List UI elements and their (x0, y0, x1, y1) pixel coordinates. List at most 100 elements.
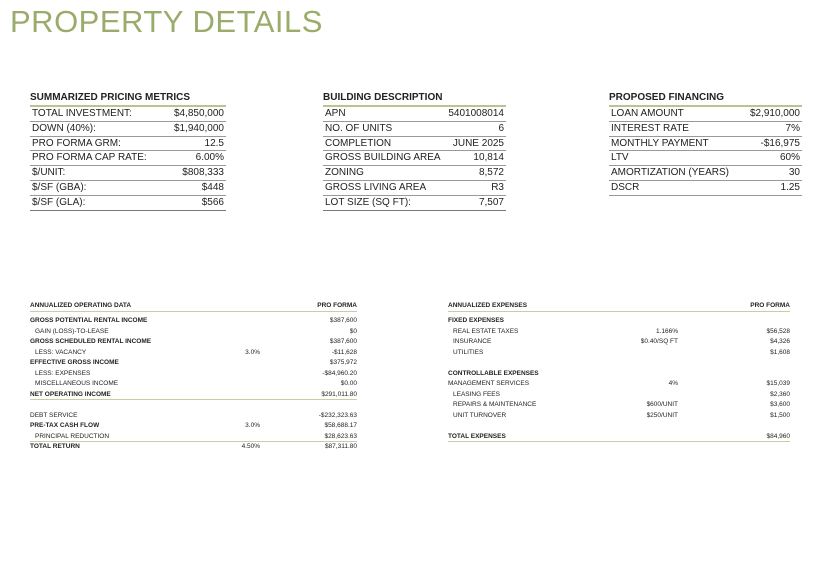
row-label: LESS: EXPENSES (35, 369, 91, 377)
row-value: -$232,323.63 (318, 411, 357, 419)
row-value: 30 (788, 167, 800, 179)
table-row: LOAN AMOUNT $2,910,000 (609, 107, 802, 122)
row-value: -$16,975 (760, 137, 800, 149)
row-value: $3,600 (770, 401, 790, 408)
row-label: GROSS BUILDING AREA (325, 152, 441, 164)
table-row: UTILITIES $1,608 (448, 348, 790, 359)
table-row: MONTHLY PAYMENT -$16,975 (609, 137, 802, 152)
row-value: $28,623.63 (324, 432, 357, 440)
row-value: $448 (201, 181, 224, 193)
row-label: LOT SIZE (SQ FT): (325, 196, 411, 208)
row-value: $1,500 (770, 411, 790, 419)
table-row: MISCELLANEOUS INCOME $0.00 (30, 379, 357, 390)
table-row: DSCR 1.25 (609, 181, 802, 196)
row-label: NET OPERATING INCOME (30, 390, 111, 398)
row-rate: 3.0% (245, 348, 260, 356)
row-value: $87,311.80 (324, 443, 357, 450)
table-row: $/SF (GLA): $566 (30, 196, 226, 211)
table-row: INSURANCE $0.40/SQ FT $4,326 (448, 337, 790, 348)
row-label: REPAIRS & MAINTENANCE (453, 401, 537, 408)
row-label: $/SF (GLA): (32, 196, 86, 208)
table-row: AMORTIZATION (YEARS) 30 (609, 166, 802, 181)
row-label: UNIT TURNOVER (453, 411, 507, 419)
section-header: ANNUALIZED OPERATING DATA (30, 302, 132, 309)
row-value: $375,972 (329, 359, 357, 366)
table-row: FIXED EXPENSES (448, 316, 790, 327)
row-label: GAIN (LOSS)-TO-LEASE (35, 327, 109, 335)
section-header: BUILDING DESCRIPTION (323, 92, 506, 107)
table-row: TOTAL EXPENSES $84,960 (448, 432, 791, 442)
row-value: 12.5 (204, 137, 224, 149)
table-row: PRO FORMA CAP RATE: 6.00% (30, 151, 226, 167)
row-label: CONTROLLABLE EXPENSES (448, 369, 539, 377)
row-value: $387,600 (329, 338, 357, 345)
annualized-expenses-table: ANNUALIZED EXPENSES PRO FORMA FIXED EXPEN… (448, 302, 790, 442)
table-row: INTEREST RATE 7% (609, 122, 802, 137)
table-row: LOT SIZE (SQ FT): 7,507 (323, 196, 506, 211)
table-row: COMPLETION JUNE 2025 (323, 137, 506, 152)
table-row: LESS: VACANCY 3.0% -$11,628 (30, 348, 357, 359)
row-label: TOTAL RETURN (30, 443, 80, 450)
row-label: DEBT SERVICE (30, 411, 78, 419)
row-value: $1,940,000 (173, 122, 224, 134)
table-row: GROSS LIVING AREA R3 (323, 181, 506, 196)
row-value: $4,850,000 (173, 108, 224, 119)
table-row: REAL ESTATE TAXES 1.166% $56,528 (448, 327, 790, 338)
row-label: MONTHLY PAYMENT (611, 137, 709, 149)
row-value: 60% (779, 152, 800, 164)
row-label: INTEREST RATE (611, 122, 689, 134)
proposed-financing-table: PROPOSED FINANCING LOAN AMOUNT $2,910,000… (609, 92, 802, 196)
row-label: INSURANCE (453, 338, 492, 345)
row-label: $/UNIT: (32, 167, 66, 179)
row-value: $84,960 (766, 432, 791, 440)
row-value: 5401008014 (448, 108, 504, 119)
row-label: LOAN AMOUNT (611, 108, 684, 119)
table-row: DEBT SERVICE -$232,323.63 (30, 411, 357, 422)
row-label: COMPLETION (325, 137, 392, 149)
table-row: $/UNIT: $808,333 (30, 166, 226, 181)
row-rate: 4% (668, 380, 678, 387)
table-row: LTV 60% (609, 151, 802, 167)
row-value: 1.25 (780, 181, 800, 193)
table-row: GROSS BUILDING AREA 10,814 (323, 151, 506, 167)
section-header: ANNUALIZED EXPENSES (448, 302, 528, 309)
table-row: LESS: EXPENSES -$84,960.20 (30, 369, 357, 380)
row-value: $1,608 (770, 348, 790, 356)
table-row: GROSS POTENTIAL RENTAL INCOME $387,600 (30, 316, 357, 327)
table-row: PRINCIPAL REDUCTION $28,623.63 (30, 432, 357, 442)
row-value: $566 (201, 196, 224, 208)
row-label: FIXED EXPENSES (448, 317, 504, 324)
table-row: PRO FORMA GRM: 12.5 (30, 137, 226, 152)
row-label: DSCR (611, 181, 640, 193)
column-header: PRO FORMA (317, 302, 357, 309)
table-row: REPAIRS & MAINTENANCE $600/UNIT $3,600 (448, 400, 790, 411)
row-label: MANAGEMENT SERVICES (448, 380, 530, 387)
spacer (30, 400, 357, 411)
row-rate: $600/UNIT (646, 401, 678, 408)
row-value: $0 (349, 327, 357, 335)
row-label: MISCELLANEOUS INCOME (35, 380, 119, 387)
building-description-table: BUILDING DESCRIPTION APN 5401008014 NO. OF… (323, 92, 506, 211)
row-label: PRO FORMA CAP RATE: (32, 152, 147, 164)
row-label: DOWN (40%): (32, 122, 96, 134)
row-rate: 3.0% (245, 422, 260, 429)
row-label: REAL ESTATE TAXES (453, 327, 519, 335)
table-row: ZONING 8,572 (323, 166, 506, 181)
table-row: MANAGEMENT SERVICES 4% $15,039 (448, 379, 790, 390)
operating-data-table: ANNUALIZED OPERATING DATA PRO FORMA GROSS… (30, 302, 357, 453)
row-label: GROSS SCHEDULED RENTAL INCOME (30, 338, 152, 345)
spacer (448, 358, 790, 369)
table-row: TOTAL INVESTMENT: $4,850,000 (30, 107, 226, 122)
row-value: $15,039 (766, 380, 791, 387)
table-row: APN 5401008014 (323, 107, 506, 122)
row-rate: $250/UNIT (646, 411, 678, 419)
row-label: APN (325, 108, 346, 119)
spacer (448, 421, 790, 432)
row-label: PRE-TAX CASH FLOW (30, 422, 100, 429)
row-rate: 4.50% (241, 443, 260, 450)
row-label: PRO FORMA GRM: (32, 137, 121, 149)
table-row: TOTAL RETURN 4.50% $87,311.80 (30, 442, 357, 453)
table-row: UNIT TURNOVER $250/UNIT $1,500 (448, 411, 790, 422)
table-row: $/SF (GBA): $448 (30, 181, 226, 196)
table-row: GROSS SCHEDULED RENTAL INCOME $387,600 (30, 337, 357, 348)
